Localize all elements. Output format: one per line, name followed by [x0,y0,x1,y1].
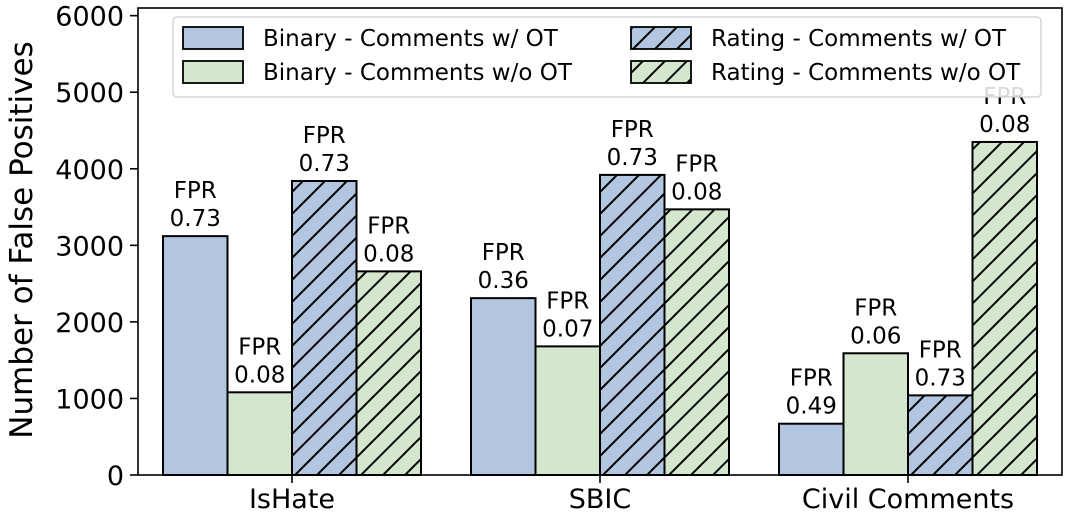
y-tick-label: 1000 [55,384,124,415]
legend-swatch [182,60,244,84]
y-tick-label: 5000 [55,78,124,109]
legend-swatch [630,26,692,50]
bar-hatch [292,181,357,476]
legend-swatch-hatch [631,27,691,49]
bar-hatch [664,209,729,476]
bar-data-label: FPR 0.36 [478,240,529,294]
bar-data-label: FPR 0.07 [542,288,593,342]
bar-fill [535,346,600,475]
bar-fill [471,298,536,475]
legend-box [172,16,1042,98]
bar-hatch [908,395,973,475]
legend-swatch-fill [183,61,243,83]
y-tick-label: 4000 [55,155,124,186]
legend-label: Binary - Comments w/o OT [263,60,573,86]
bar-data-label: FPR 0.06 [850,295,901,349]
bar-data-label: FPR 0.73 [299,123,350,177]
bar-hatch [600,174,665,475]
bar-fill [227,392,292,475]
bar-data-label: FPR 0.73 [915,337,966,391]
x-tick-label: SBIC [569,484,631,515]
bar-fill [163,236,228,475]
legend-swatch [630,60,692,84]
y-tick-label: 0 [107,461,124,492]
legend: Binary - Comments w/ OT Binary - Comments… [172,16,1042,98]
bar-fill [779,423,844,475]
legend-label: Binary - Comments w/ OT [263,26,559,52]
bar-fill [843,353,908,475]
bar-data-label: FPR 0.73 [170,178,221,232]
bar-data-label: FPR 0.73 [607,117,658,171]
y-tick-label: 3000 [55,231,124,262]
legend-swatch-hatch [631,61,691,83]
axes-frame [137,7,1063,476]
x-tick-label: IsHate [249,484,335,515]
legend-label: Rating - Comments w/o OT [711,60,1021,86]
legend-swatch-fill [183,27,243,49]
y-tick-label: 6000 [55,2,124,33]
x-tick-label: Civil Comments [802,484,1014,515]
bar-data-label: FPR 0.49 [786,366,837,420]
legend-label: Rating - Comments w/ OT [711,26,1007,52]
plot-area: 0 1000 2000 3000 4000 5000 6000 FPR 0.73 FPR 0.08 F… [55,2,1063,515]
bar-hatch [356,271,421,475]
legend-swatch [182,26,244,50]
y-tick-label: 2000 [55,308,124,339]
bar-hatch [972,141,1037,475]
y-axis-label: Number of False Positives [4,41,40,438]
